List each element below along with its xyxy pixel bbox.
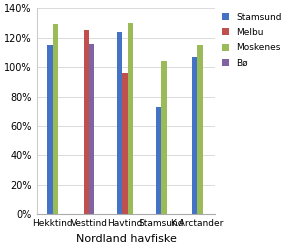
Bar [128,23,133,215]
Bar [117,32,122,215]
X-axis label: Nordland havfiske: Nordland havfiske [76,234,176,244]
Bar [89,43,94,215]
Legend: Stamsund, Melbu, Moskenes, Bø: Stamsund, Melbu, Moskenes, Bø [222,13,282,68]
Bar [122,73,128,215]
Bar [192,57,197,215]
Bar [161,61,167,215]
Bar [83,30,89,215]
Bar [156,107,161,215]
Bar [197,45,203,215]
Bar [53,24,58,215]
Bar [48,45,53,215]
